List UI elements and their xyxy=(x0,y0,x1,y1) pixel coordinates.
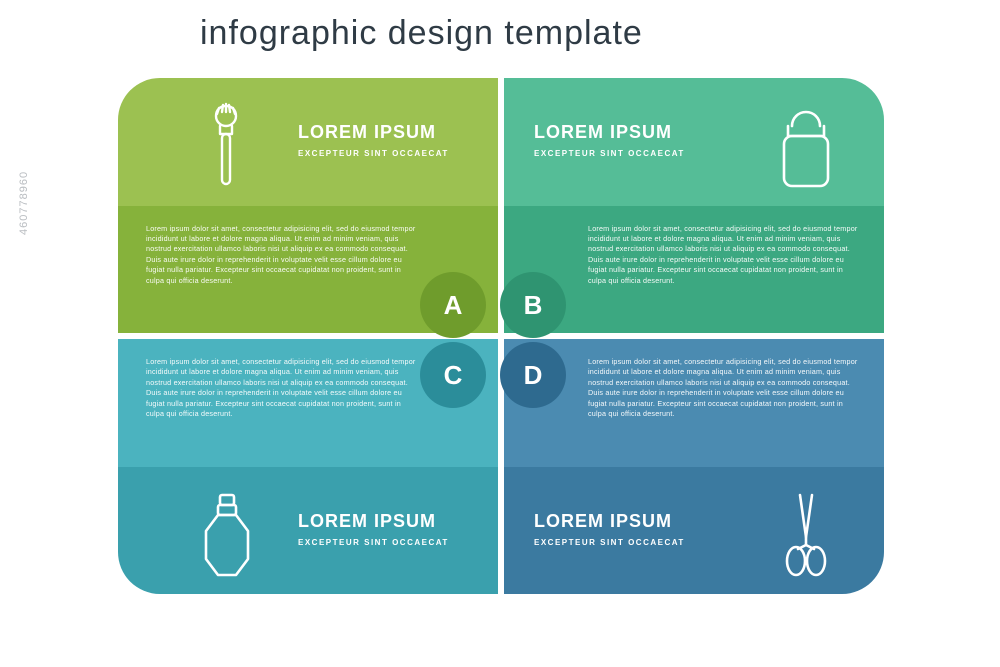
badge-a-letter: A xyxy=(444,290,463,321)
panel-b-title: LOREM IPSUM xyxy=(534,122,685,143)
panel-b-subtitle: EXCEPTEUR SINT OCCAECAT xyxy=(534,149,685,158)
panel-d-bottom: LOREM IPSUM EXCEPTEUR SINT OCCAECAT xyxy=(504,467,884,595)
panel-b-heading: LOREM IPSUM EXCEPTEUR SINT OCCAECAT xyxy=(534,122,685,158)
panel-d-title: LOREM IPSUM xyxy=(534,511,685,532)
panel-a-body: Lorem ipsum dolor sit amet, consectetur … xyxy=(146,224,416,287)
panel-d-body: Lorem ipsum dolor sit amet, consectetur … xyxy=(588,357,858,420)
panel-a-subtitle: EXCEPTEUR SINT OCCAECAT xyxy=(298,149,449,158)
panel-c-subtitle: EXCEPTEUR SINT OCCAECAT xyxy=(298,538,449,547)
panel-c-bottom: LOREM IPSUM EXCEPTEUR SINT OCCAECAT xyxy=(118,467,498,595)
badge-b: B xyxy=(500,272,566,338)
panel-d-subtitle: EXCEPTEUR SINT OCCAECAT xyxy=(534,538,685,547)
panel-c-body: Lorem ipsum dolor sit amet, consectetur … xyxy=(146,357,416,420)
panel-a-top: LOREM IPSUM EXCEPTEUR SINT OCCAECAT xyxy=(118,78,498,206)
panel-b-top: LOREM IPSUM EXCEPTEUR SINT OCCAECAT xyxy=(504,78,884,206)
infographic-stage: infographic design template LOREM IPSUM … xyxy=(0,0,1000,667)
perfume-bottle-icon xyxy=(198,489,256,579)
panel-d-heading: LOREM IPSUM EXCEPTEUR SINT OCCAECAT xyxy=(534,511,685,547)
badge-d: D xyxy=(500,342,566,408)
page-title: infographic design template xyxy=(200,14,643,53)
panel-b-body: Lorem ipsum dolor sit amet, consectetur … xyxy=(588,224,858,287)
panel-c-heading: LOREM IPSUM EXCEPTEUR SINT OCCAECAT xyxy=(298,511,449,547)
scissors-icon xyxy=(780,489,832,581)
badge-b-letter: B xyxy=(524,290,543,321)
badge-d-letter: D xyxy=(524,360,543,391)
panel-c-title: LOREM IPSUM xyxy=(298,511,449,532)
panel-a-title: LOREM IPSUM xyxy=(298,122,449,143)
makeup-brush-icon xyxy=(204,100,248,194)
panel-grid: LOREM IPSUM EXCEPTEUR SINT OCCAECAT Lore… xyxy=(118,78,884,594)
panel-a-heading: LOREM IPSUM EXCEPTEUR SINT OCCAECAT xyxy=(298,122,449,158)
deodorant-icon xyxy=(774,106,838,194)
badge-c: C xyxy=(420,342,486,408)
badge-a: A xyxy=(420,272,486,338)
badge-c-letter: C xyxy=(444,360,463,391)
stock-watermark: 460778960 xyxy=(18,171,30,235)
